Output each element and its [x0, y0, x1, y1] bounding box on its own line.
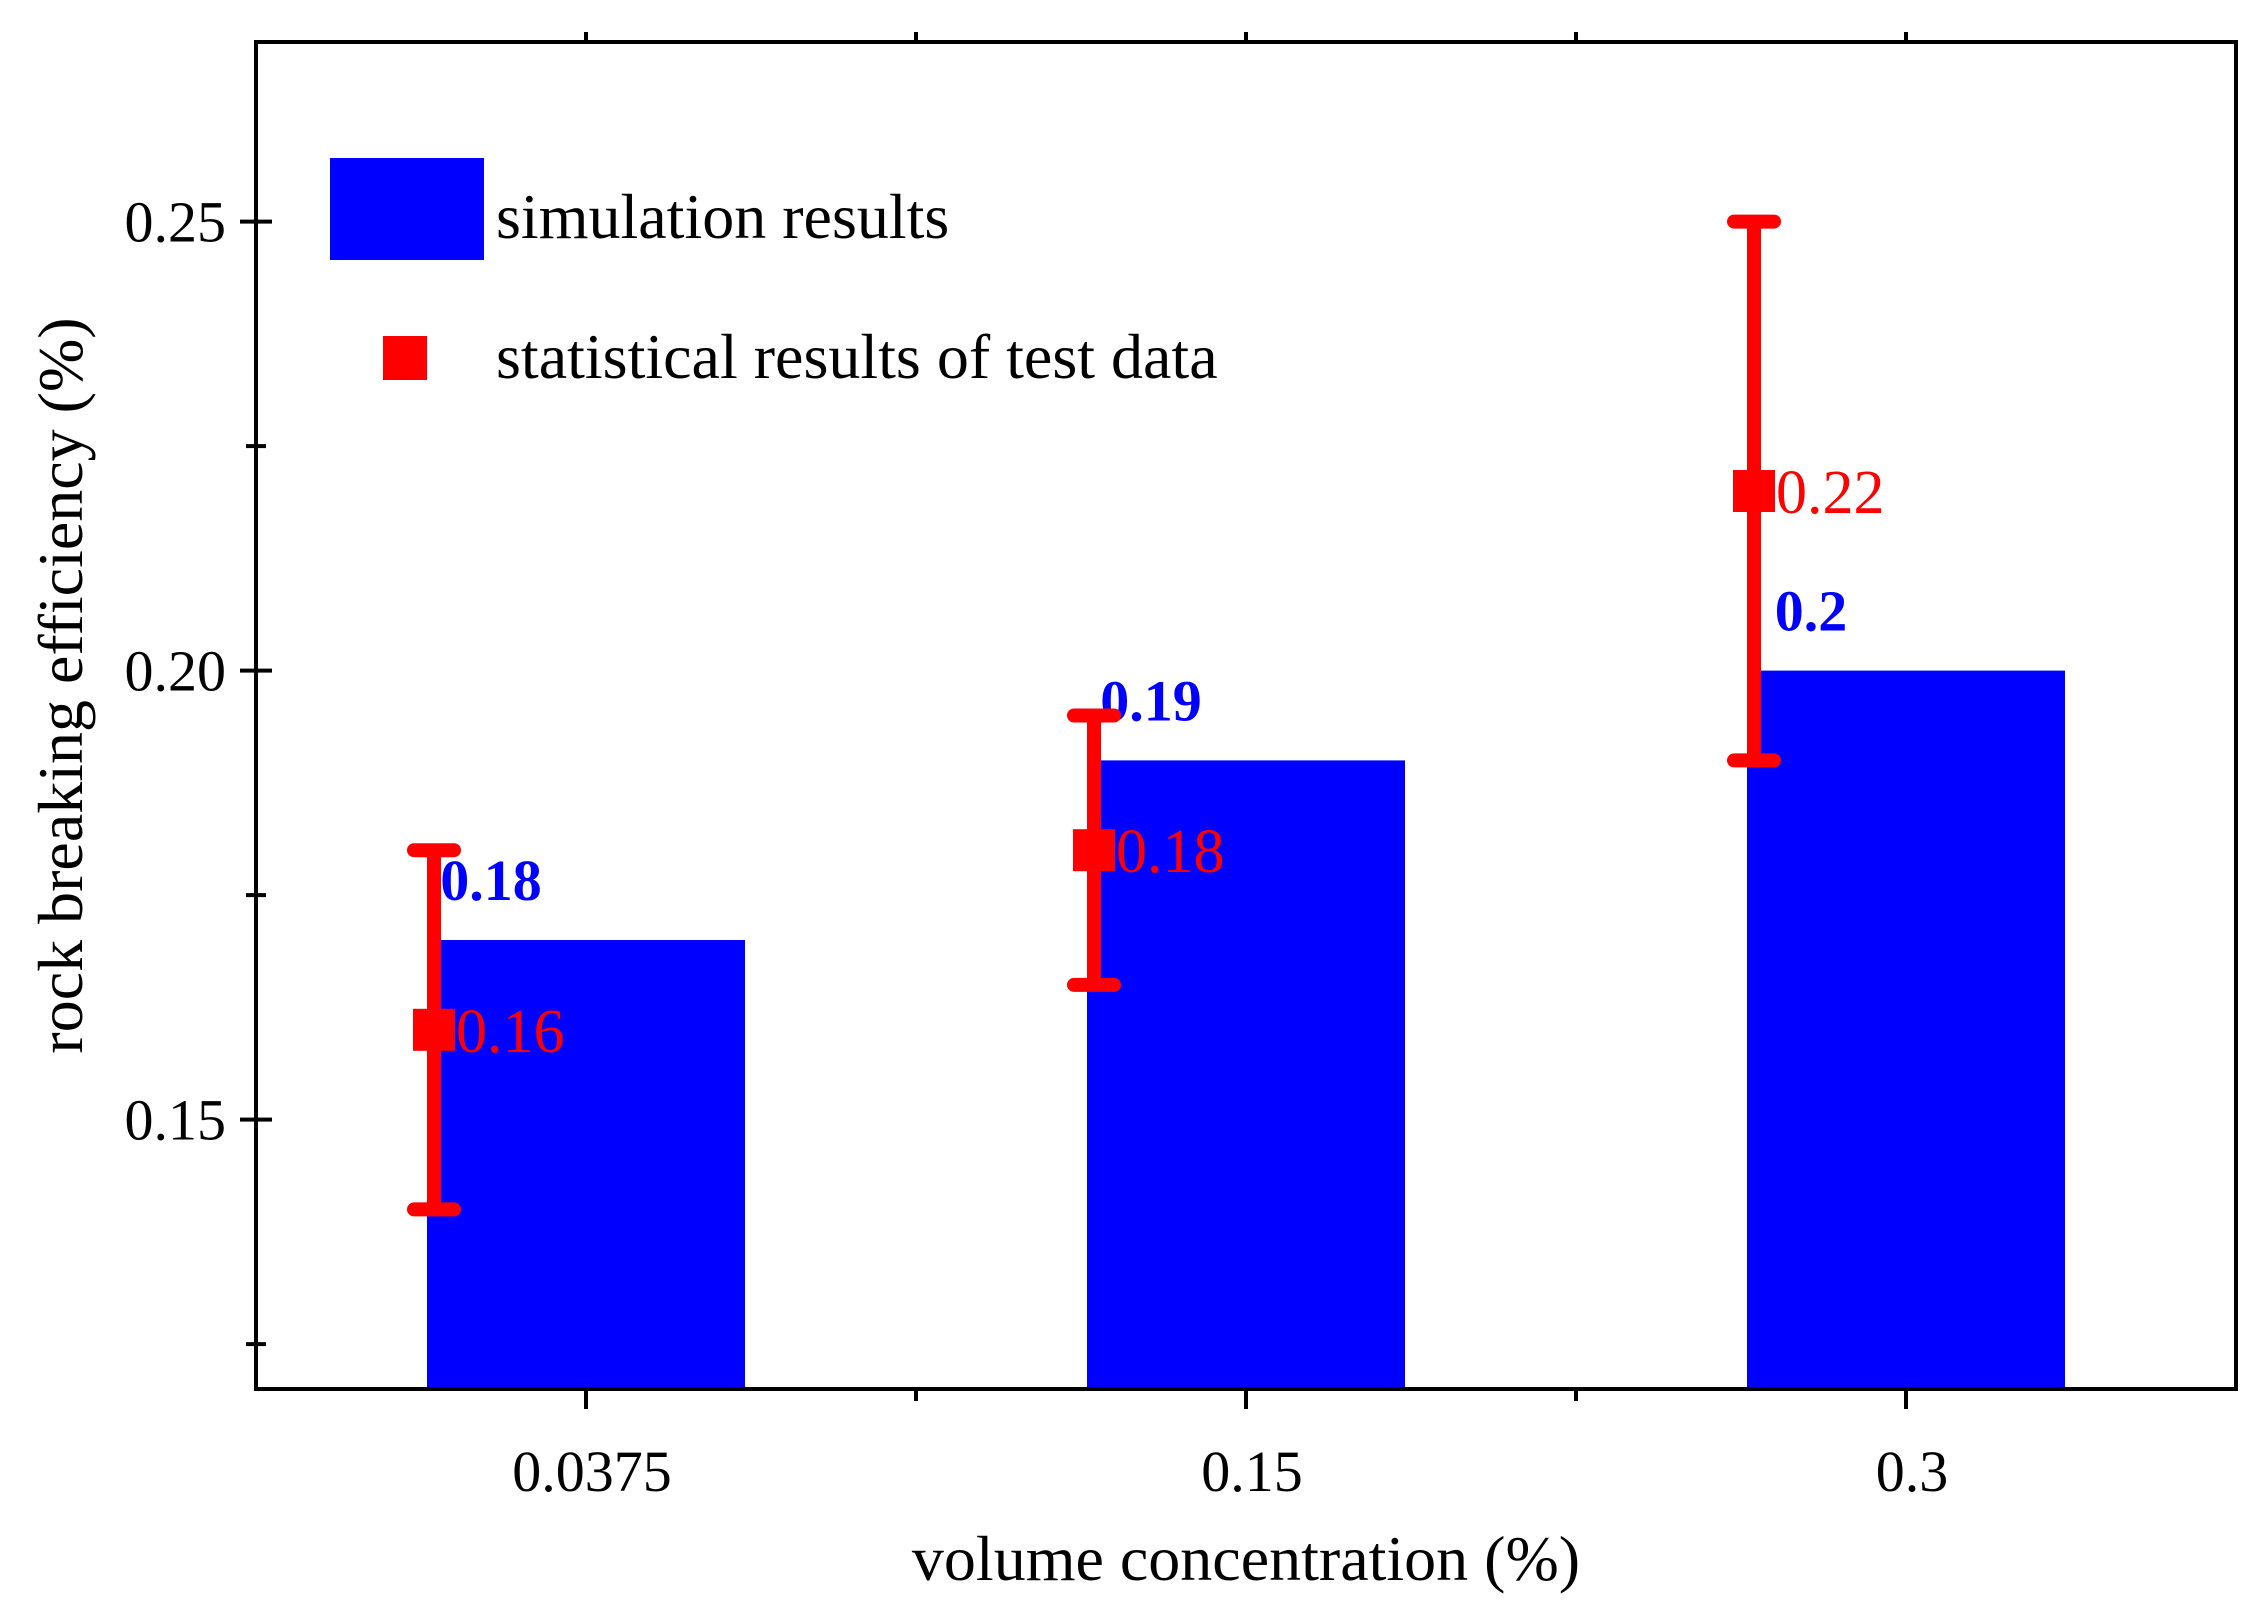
point-value-label: 0.16: [456, 998, 565, 1066]
y-tick-label: 0.15: [125, 1088, 227, 1153]
data-point: [1733, 470, 1775, 512]
legend-swatch-test-data: [383, 336, 427, 380]
y-axis-label: rock breaking efficiency (%): [25, 317, 96, 1053]
point-value-label: 0.22: [1776, 459, 1885, 527]
x-tick-label: 0.0375: [512, 1439, 672, 1504]
legend: simulation results statistical results o…: [330, 158, 1218, 392]
bar-value-label: 0.19: [1100, 668, 1202, 733]
bar-0.15: [1087, 760, 1405, 1389]
bar-value-label: 0.18: [440, 848, 542, 913]
legend-swatch-simulation: [330, 158, 484, 260]
legend-label-simulation: simulation results: [496, 181, 949, 252]
data-point: [1073, 829, 1115, 872]
bar-value-label: 0.2: [1775, 579, 1848, 644]
x-tick-label: 0.3: [1876, 1439, 1949, 1504]
x-axis-label: volume concentration (%): [912, 1523, 1580, 1594]
bar-0.0375: [427, 940, 745, 1389]
data-point: [413, 1008, 455, 1051]
plot-area: 0.18 0.19 0.2 0.16 0.18 0.22: [407, 214, 2065, 1389]
point-value-label: 0.18: [1116, 818, 1225, 886]
y-tick-label: 0.20: [125, 639, 227, 704]
legend-label-test-data: statistical results of test data: [496, 321, 1218, 392]
axes: 0.15 0.20 0.25 0.0375 0.15 0.3: [125, 32, 1949, 1504]
x-tick-label: 0.15: [1201, 1439, 1303, 1504]
bar-0.3: [1747, 670, 2065, 1389]
y-tick-label: 0.25: [125, 190, 227, 255]
